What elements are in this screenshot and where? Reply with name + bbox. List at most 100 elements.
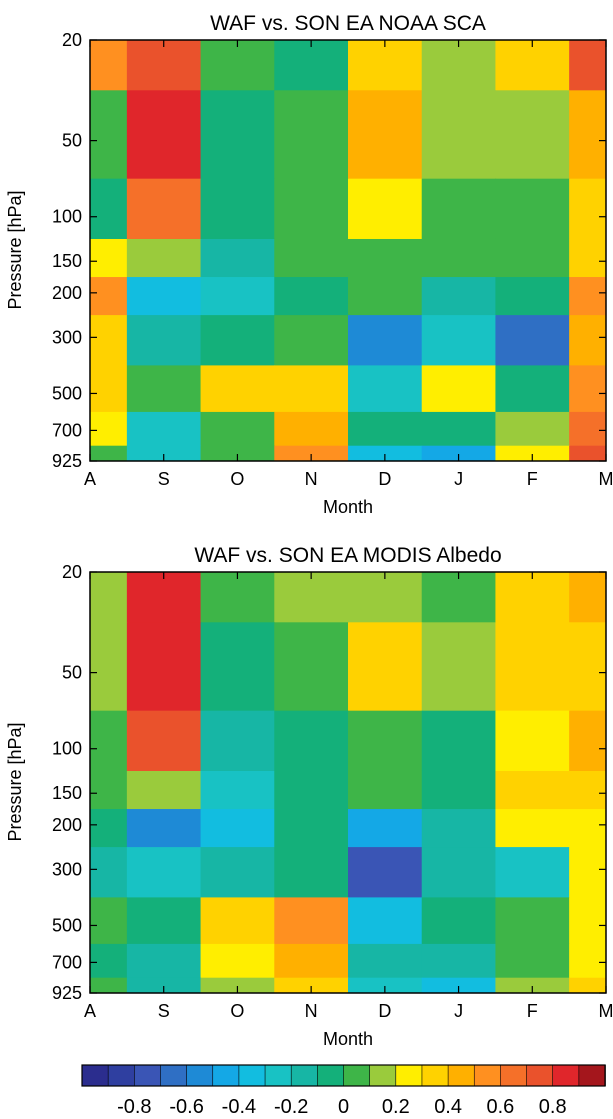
heatmap-cell [200,943,275,979]
y-ticks: 20 50 100 150 200 300 500 700 925 [52,30,606,471]
heatmap-cell [569,770,606,810]
y-tick-label: 100 [52,207,82,227]
heatmap-cell [126,710,202,772]
colorbar-swatch [160,1064,188,1087]
heatmap-cell [495,897,570,945]
x-tick-label: S [158,1001,170,1021]
heatmap-cell [126,977,202,993]
heatmap-cell [200,411,275,447]
heatmap-cell [421,40,497,91]
heatmap-cell [90,90,128,180]
heatmap-cell [126,847,202,899]
y-tick-label: 200 [52,815,82,835]
heatmap-cell [569,977,606,993]
heatmap-cell [126,315,202,367]
heatmap-cell [421,365,497,413]
colorbar-swatch [421,1064,449,1087]
heatmap-cell [200,809,275,848]
heatmap-cell [274,365,349,413]
heatmap-cell [126,770,202,810]
heatmap-cell [348,770,423,810]
heatmap-cell [274,90,349,180]
heatmap-cell [90,365,128,413]
heatmap-cell [274,622,349,712]
heatmap-cell [200,277,275,316]
heatmap-cell [569,809,606,848]
y-tick-label: 700 [52,420,82,440]
heatmap-cell [126,411,202,447]
colorbar-swatch [369,1064,397,1087]
y-axis-label: Pressure [hPa] [5,190,25,309]
heatmap-cell [569,238,606,278]
colorbar-swatch [212,1064,240,1087]
heatmap-cell [348,943,423,979]
heatmap-cell [421,277,497,316]
x-axis-label: Month [323,1029,373,1049]
colorbar-swatch [290,1064,319,1087]
heatmap-cell [274,977,349,993]
heatmap-cell [126,897,202,945]
heatmap-cell [200,847,275,899]
plot-frame [89,39,607,462]
heatmap-cell [200,178,275,240]
heatmap-cell [569,897,606,945]
heatmap-cell [274,943,349,979]
heatmap-cell [126,90,202,180]
heatmap-cell [421,238,497,278]
colorbar-swatch [81,1064,109,1087]
heatmap-cell [200,315,275,367]
heatmap-cell [569,943,606,979]
heatmap-cell [126,178,202,240]
heatmap-cell [569,315,606,367]
x-tick-label: J [454,1001,463,1021]
colorbar-swatch [395,1064,423,1087]
heatmap-cell [200,365,275,413]
heatmap-cell [421,943,497,979]
chart-panel-noaa-sca: WAF vs. SON EA NOAA SCA 20 50 100 150 200 300… [5,12,613,517]
colorbar-swatch [473,1064,502,1087]
heatmap-cell [348,622,423,712]
heatmap-cell [200,572,275,623]
heatmap-cell [348,40,423,91]
heatmap-cell [274,770,349,810]
x-tick-label: M [599,1001,613,1021]
y-axis-label: Pressure [hPa] [5,722,25,841]
heatmap-cell [274,809,349,848]
heatmap-cell [274,897,349,945]
heatmap-cell [495,445,570,461]
heatmap-cell [200,710,275,772]
heatmap-cell [126,40,202,91]
heatmap-cell [495,411,570,447]
heatmap-cell [126,809,202,848]
heatmap-cell [348,977,423,993]
heatmap-cell [421,572,497,623]
heatmap-cell [569,411,606,447]
heatmap-cell [274,315,349,367]
x-tick-label: O [230,469,244,489]
colorbar-tick-label: -0.4 [222,1096,256,1118]
heatmap-cell [348,897,423,945]
heatmap-cell [421,622,497,712]
heatmap-cell [90,943,128,979]
heatmap-cell [126,943,202,979]
heatmap-cells [90,572,606,993]
heatmap-cell [348,315,423,367]
heatmap-cell [569,40,606,91]
x-tick-label: F [527,1001,538,1021]
y-tick-label: 300 [52,327,82,347]
heatmap-cell [495,277,570,316]
colorbar-swatch [578,1064,606,1087]
heatmap-cell [90,809,128,848]
heatmap-cell [348,365,423,413]
y-tick-label: 500 [52,915,82,935]
heatmap-cell [421,315,497,367]
y-tick-label: 100 [52,739,82,759]
heatmap-cell [495,238,570,278]
y-tick-label: 50 [62,663,82,683]
x-tick-label: D [378,469,391,489]
heatmap-cell [200,445,275,461]
x-tick-label: F [527,469,538,489]
heatmap-cell [569,710,606,772]
heatmap-cell [90,977,128,993]
y-tick-label: 150 [52,251,82,271]
